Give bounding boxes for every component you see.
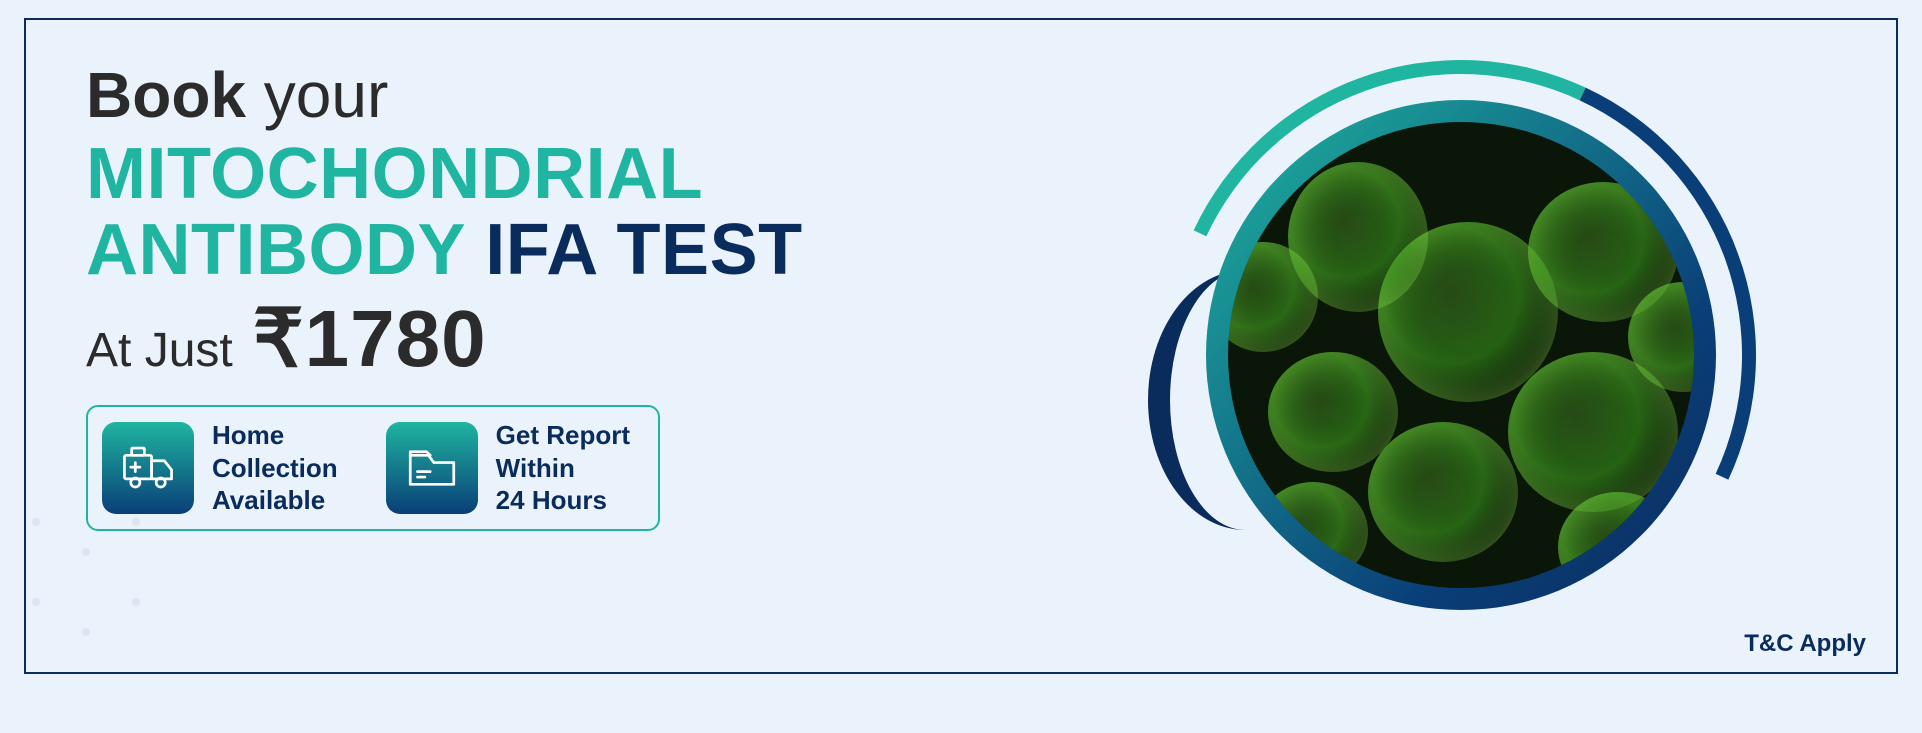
price-row: At Just ₹1780 [86,292,986,385]
headline-line-1: Book your [86,62,986,129]
feature-report-text: Get Report Within 24 Hours [496,419,630,517]
hero-graphic [1166,60,1756,650]
test-name-line2b: IFA TEST [485,210,802,290]
promo-banner: Book your MITOCHONDRIAL ANTIBODY IFA TES… [24,18,1898,674]
terms-and-conditions: T&C Apply [1744,630,1866,658]
headline-book: Book [86,59,246,131]
ambulance-icon [102,422,194,514]
feature-home-collection-text: Home Collection Available [212,419,338,517]
banner-copy: Book your MITOCHONDRIAL ANTIBODY IFA TES… [86,62,986,531]
features-box: Home Collection Available Get Report Wit… [86,405,660,531]
headline-your: your [264,59,389,131]
gradient-ring [1206,100,1716,610]
report-folder-icon [386,422,478,514]
feature-report: Get Report Within 24 Hours [386,419,630,517]
cell-blob [1368,422,1518,562]
cell-blob [1258,482,1368,582]
test-name: MITOCHONDRIAL ANTIBODY IFA TEST [86,137,986,288]
test-name-line1: MITOCHONDRIAL [86,134,703,214]
microscope-image [1228,122,1694,588]
price-value: ₹1780 [253,292,487,385]
at-just-label: At Just [86,323,233,378]
feature-home-collection: Home Collection Available [102,419,338,517]
test-name-line2a: ANTIBODY [86,210,465,290]
cell-blob [1558,492,1678,588]
